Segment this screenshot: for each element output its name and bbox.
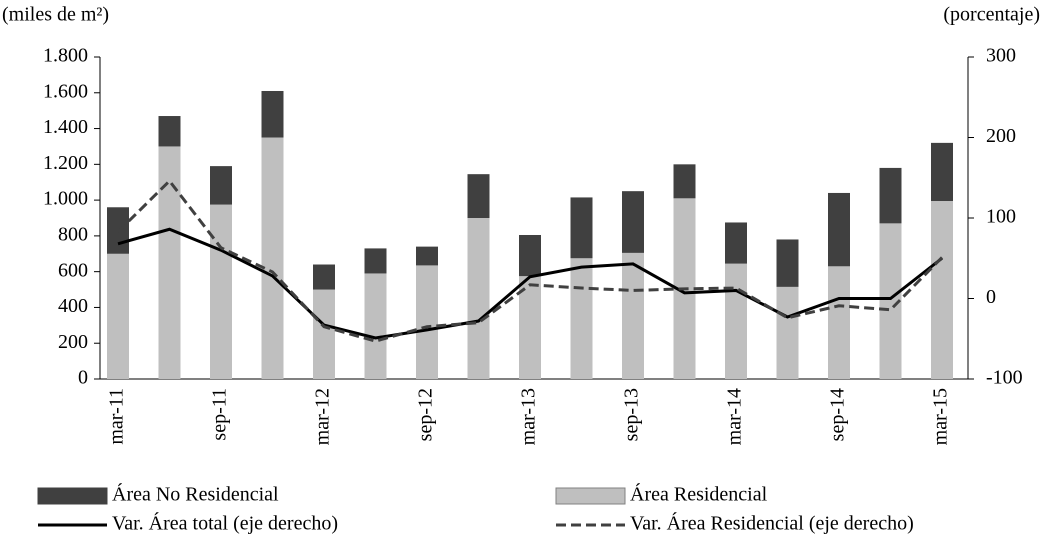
bar	[467, 218, 490, 379]
y2-tick-label: 200	[986, 125, 1016, 147]
bar	[725, 263, 747, 379]
x-tick-label: mar-13	[518, 388, 540, 445]
legend-label: Var. Área Residencial (eje derecho)	[630, 512, 914, 535]
bar	[570, 197, 593, 259]
x-tick-label: mar-15	[930, 388, 952, 445]
bar	[467, 174, 490, 218]
y-tick-label: 800	[58, 223, 88, 245]
x-tick-label: mar-14	[724, 388, 746, 445]
y-tick-label: 200	[58, 331, 88, 353]
bar	[725, 222, 747, 264]
bar	[416, 246, 438, 266]
bar	[416, 265, 438, 379]
x-tick-label: mar-12	[312, 388, 334, 445]
bar	[313, 289, 335, 379]
y-tick-label: 1.200	[43, 152, 88, 174]
y-tick-label: 600	[58, 259, 88, 281]
legend-label: Var. Área total (eje derecho)	[112, 512, 338, 535]
bar	[570, 258, 593, 379]
y-tick-label: 1.000	[43, 188, 88, 210]
x-tick-label: mar-11	[106, 388, 128, 445]
bar	[210, 166, 232, 205]
bar	[364, 273, 387, 379]
y2-tick-label: 100	[986, 206, 1016, 228]
bar	[931, 201, 953, 379]
bar	[828, 192, 850, 267]
bar	[158, 146, 181, 379]
y2-tick-label: -100	[986, 367, 1023, 389]
bar	[673, 164, 696, 199]
bar	[158, 116, 181, 147]
y-tick-label: 0	[78, 367, 88, 389]
bar	[879, 223, 902, 379]
y-tick-label: 1.600	[43, 80, 88, 102]
y2-axis-title: (porcentaje)	[943, 4, 1040, 26]
bar	[931, 142, 953, 202]
legend-swatch	[37, 487, 108, 505]
y-tick-label: 1.400	[43, 116, 88, 138]
x-tick-label: sep-13	[621, 388, 643, 441]
x-tick-label: sep-11	[209, 388, 231, 441]
bar	[776, 239, 799, 287]
y-tick-label: 1.800	[43, 45, 88, 67]
bar	[828, 266, 850, 379]
line	[117, 227, 943, 340]
y2-tick-label: 300	[986, 45, 1016, 67]
y-tick-label: 400	[58, 295, 88, 317]
legend-swatch	[555, 487, 626, 505]
y-axis-title: (miles de m²)	[2, 4, 109, 26]
bar	[261, 137, 284, 379]
legend-label: Área Residencial	[630, 483, 768, 506]
bar	[107, 253, 129, 379]
bar	[261, 90, 284, 138]
bar	[364, 248, 387, 274]
bar	[622, 191, 644, 253]
bar	[879, 167, 902, 224]
bar	[622, 252, 644, 379]
y2-tick-label: 0	[986, 286, 996, 308]
line	[116, 178, 944, 343]
x-tick-label: sep-12	[415, 388, 437, 441]
bar	[519, 276, 541, 379]
bar	[776, 286, 799, 379]
legend-label: Área No Residencial	[112, 483, 279, 506]
x-tick-label: sep-14	[827, 388, 849, 441]
bar	[210, 204, 232, 379]
bar	[519, 234, 541, 277]
bar	[313, 264, 335, 290]
